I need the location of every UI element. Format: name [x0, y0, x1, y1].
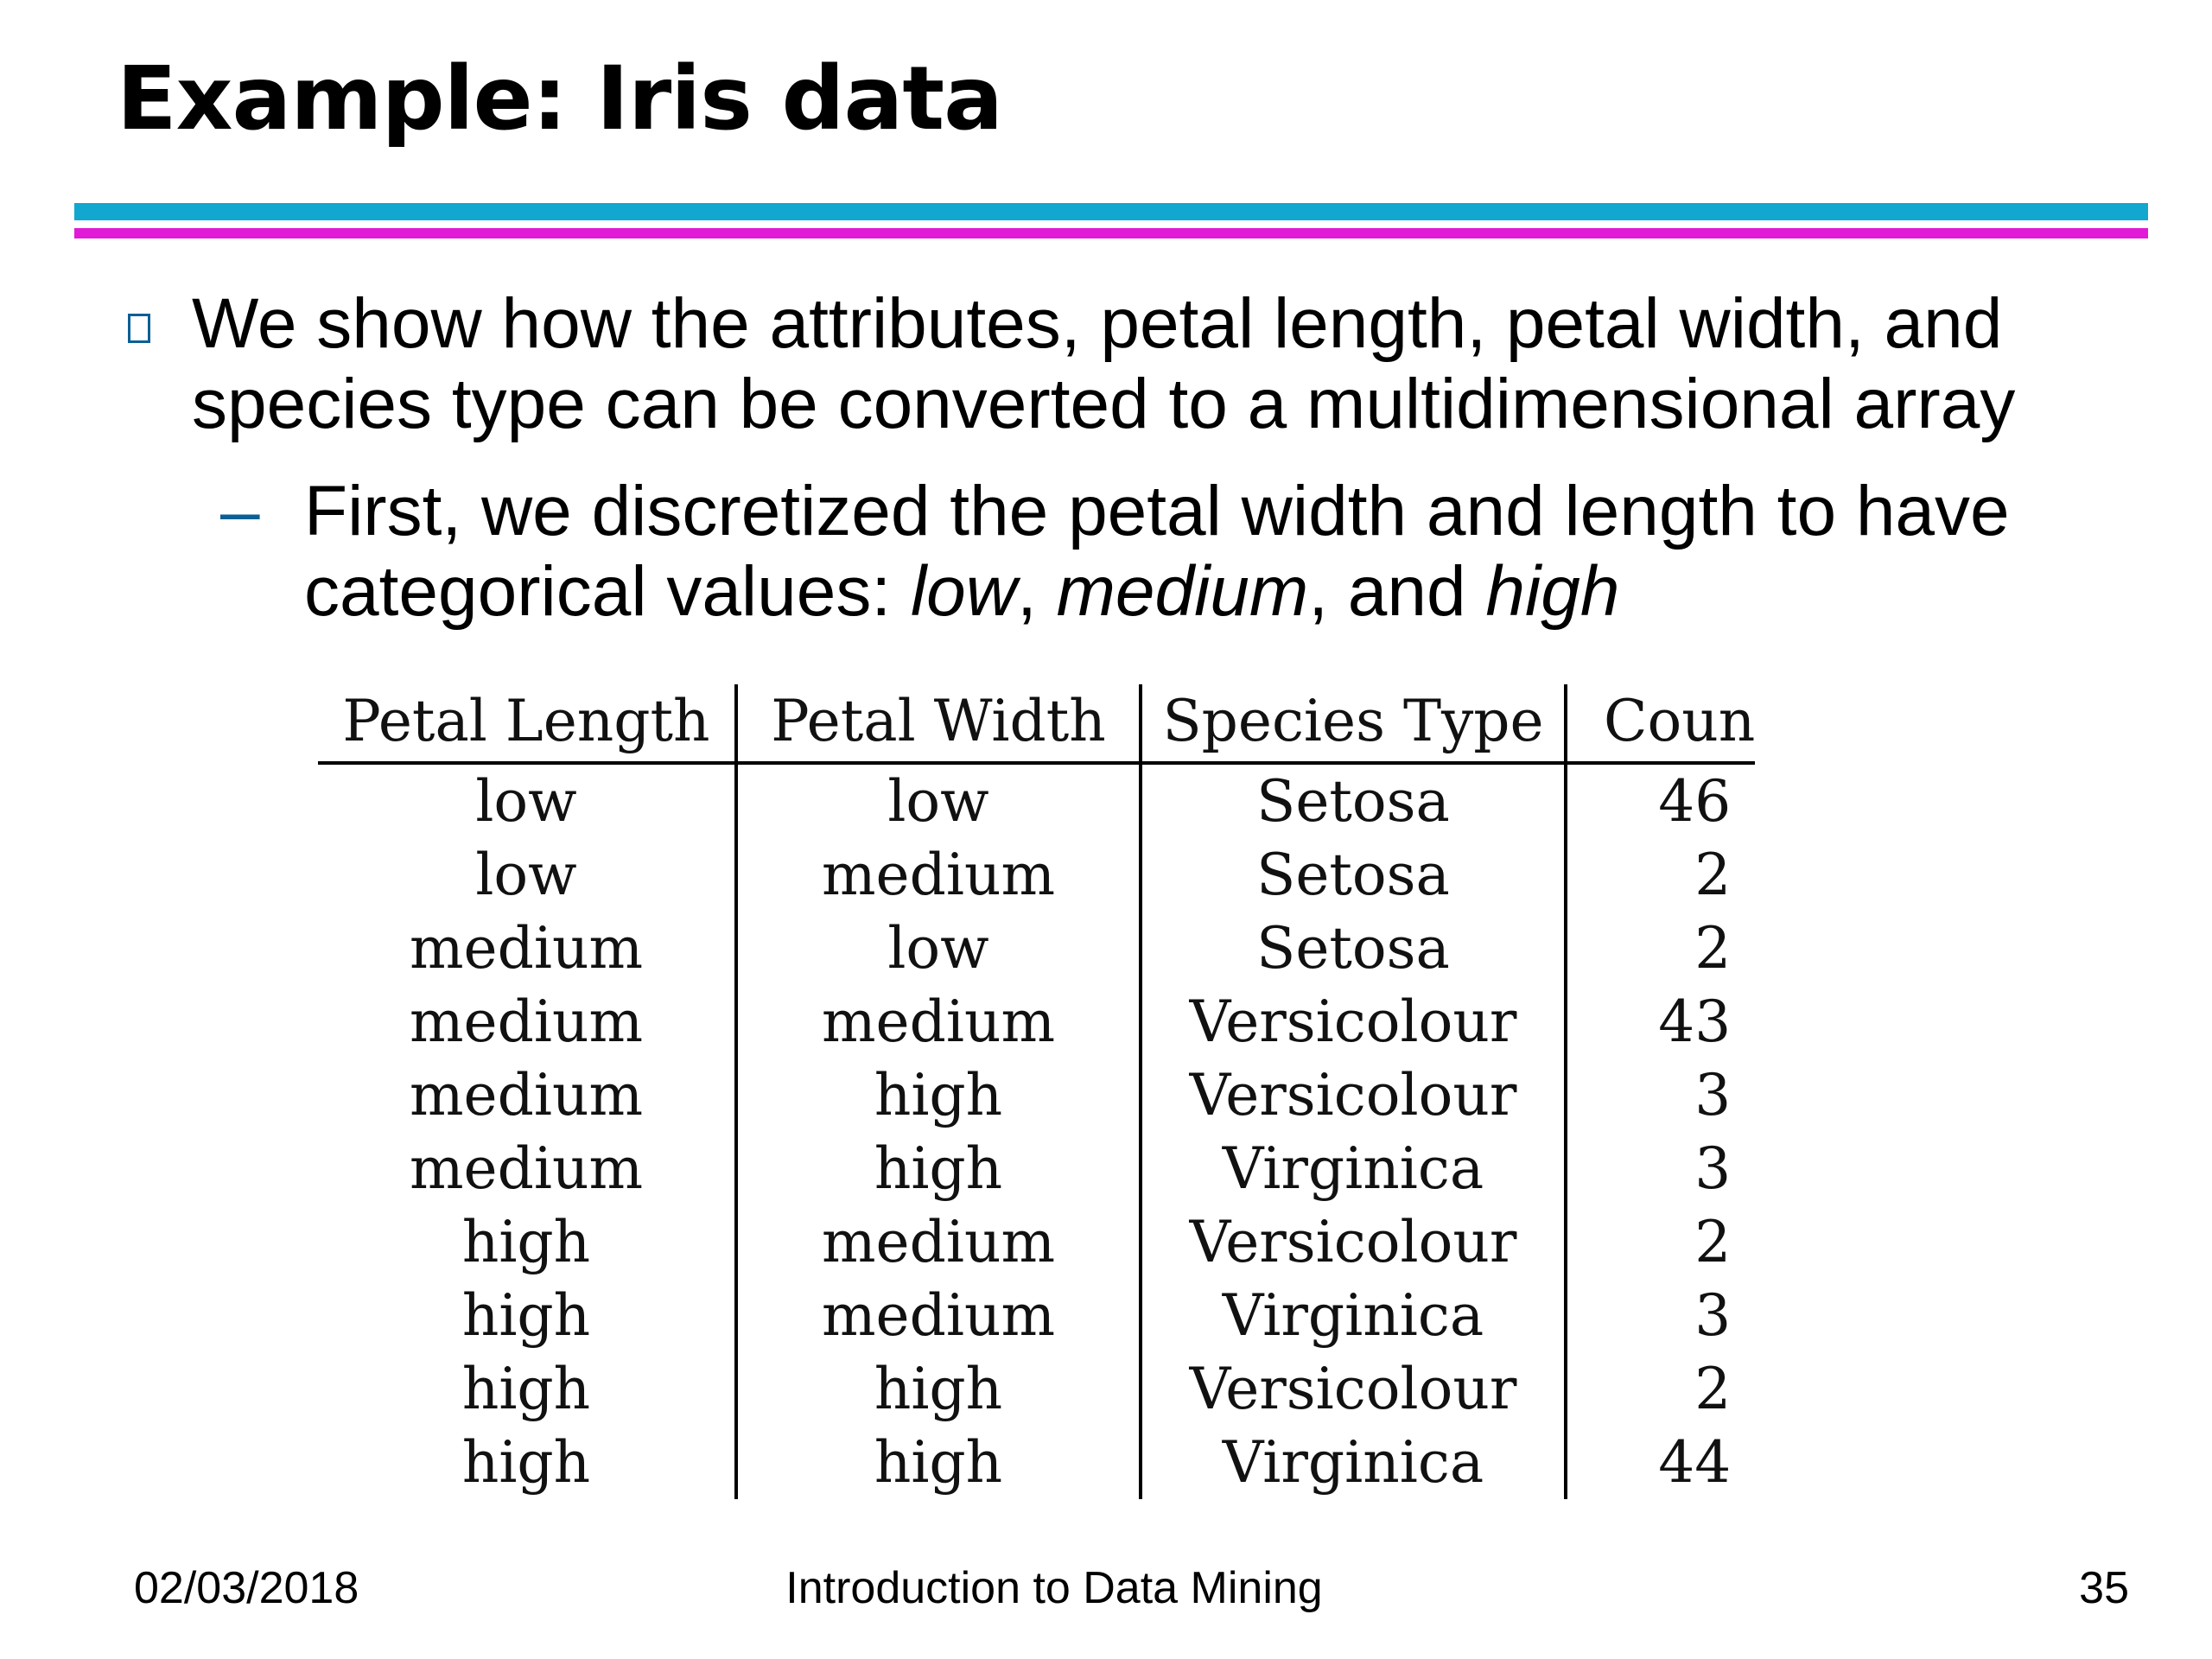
cell-species-type: Setosa	[1141, 838, 1567, 912]
header-count: Coun	[1566, 684, 1756, 765]
bullet-text: We show how the attributes, petal length…	[192, 284, 2016, 443]
cell-petal-length: high	[318, 1205, 738, 1279]
table-header-row: Petal Length Petal Width Species Type Co…	[318, 684, 1756, 765]
cell-petal-width: low	[736, 912, 1142, 985]
square-bullet-icon	[128, 314, 150, 343]
footer-course-title: Introduction to Data Mining	[785, 1563, 1323, 1613]
cell-species-type: Virginica	[1141, 1426, 1567, 1499]
cell-petal-width: high	[736, 1426, 1142, 1499]
cell-petal-width: high	[736, 1058, 1142, 1132]
term-high: high	[1485, 552, 1620, 631]
and-text: , and	[1308, 552, 1486, 631]
table-row: medium high Virginica 3	[318, 1132, 1755, 1205]
term-low: low	[910, 552, 1017, 631]
cell-petal-length: high	[318, 1352, 738, 1426]
cell-petal-width: medium	[736, 985, 1142, 1058]
title-rule-magenta	[74, 228, 2148, 238]
cell-count: 2	[1694, 915, 1732, 982]
cell-petal-width: high	[736, 1352, 1142, 1426]
cell-count: 2	[1694, 1356, 1732, 1422]
cell-petal-width: medium	[736, 1205, 1142, 1279]
cell-count: 3	[1694, 1062, 1732, 1128]
table-row: high medium Versicolour 2	[318, 1205, 1755, 1279]
cell-species-type: Virginica	[1141, 1132, 1567, 1205]
sub-bullet-text: First, we discretized the petal width an…	[304, 471, 2153, 632]
cell-petal-width: high	[736, 1132, 1142, 1205]
slide-title: Example: Iris data	[117, 48, 1003, 150]
cell-petal-width: medium	[736, 1279, 1142, 1352]
comma: ,	[1016, 552, 1057, 631]
table-row: high medium Virginica 3	[318, 1279, 1755, 1352]
cell-petal-length: high	[318, 1426, 738, 1499]
cell-species-type: Versicolour	[1141, 1352, 1567, 1426]
cell-species-type: Virginica	[1141, 1279, 1567, 1352]
cell-petal-length: high	[318, 1279, 738, 1352]
cell-count: 43	[1658, 988, 1732, 1055]
cell-petal-length: medium	[318, 1058, 738, 1132]
table-row: medium medium Versicolour 43	[318, 985, 1755, 1058]
cell-petal-length: low	[318, 763, 738, 838]
cell-petal-length: medium	[318, 1132, 738, 1205]
iris-table: Petal Length Petal Width Species Type Co…	[318, 684, 1756, 1499]
table-row: low low Setosa 46	[318, 763, 1755, 838]
term-medium: medium	[1056, 552, 1309, 631]
header-petal-length: Petal Length	[318, 684, 738, 765]
cell-count: 3	[1694, 1282, 1732, 1349]
cell-count: 3	[1694, 1135, 1732, 1202]
cell-petal-width: medium	[736, 838, 1142, 912]
table-row: medium high Versicolour 3	[318, 1058, 1755, 1132]
table-row: high high Versicolour 2	[318, 1352, 1755, 1426]
cell-count: 44	[1658, 1429, 1732, 1496]
cell-species-type: Versicolour	[1141, 985, 1567, 1058]
title-rule-gap	[74, 220, 2148, 228]
cell-count: 2	[1694, 842, 1732, 908]
cell-species-type: Versicolour	[1141, 1058, 1567, 1132]
header-petal-width: Petal Width	[736, 684, 1142, 765]
cell-count: 2	[1694, 1209, 1732, 1275]
header-species-type: Species Type	[1141, 684, 1567, 765]
footer-page-number: 35	[2079, 1563, 2129, 1613]
table-row: low medium Setosa 2	[318, 838, 1755, 912]
footer-date: 02/03/2018	[134, 1563, 359, 1613]
cell-petal-length: medium	[318, 912, 738, 985]
cell-species-type: Setosa	[1141, 763, 1567, 838]
dash-bullet-icon: –	[220, 472, 260, 550]
cell-species-type: Versicolour	[1141, 1205, 1567, 1279]
title-rule-cyan	[74, 203, 2148, 220]
cell-petal-width: low	[736, 763, 1142, 838]
cell-species-type: Setosa	[1141, 912, 1567, 985]
sub-bullet-start: First, we discretized the petal width an…	[304, 472, 2010, 631]
table-row: medium low Setosa 2	[318, 912, 1755, 985]
cell-petal-length: medium	[318, 985, 738, 1058]
table-row: high high Virginica 44	[318, 1426, 1755, 1499]
cell-count: 46	[1658, 768, 1732, 835]
cell-petal-length: low	[318, 838, 738, 912]
